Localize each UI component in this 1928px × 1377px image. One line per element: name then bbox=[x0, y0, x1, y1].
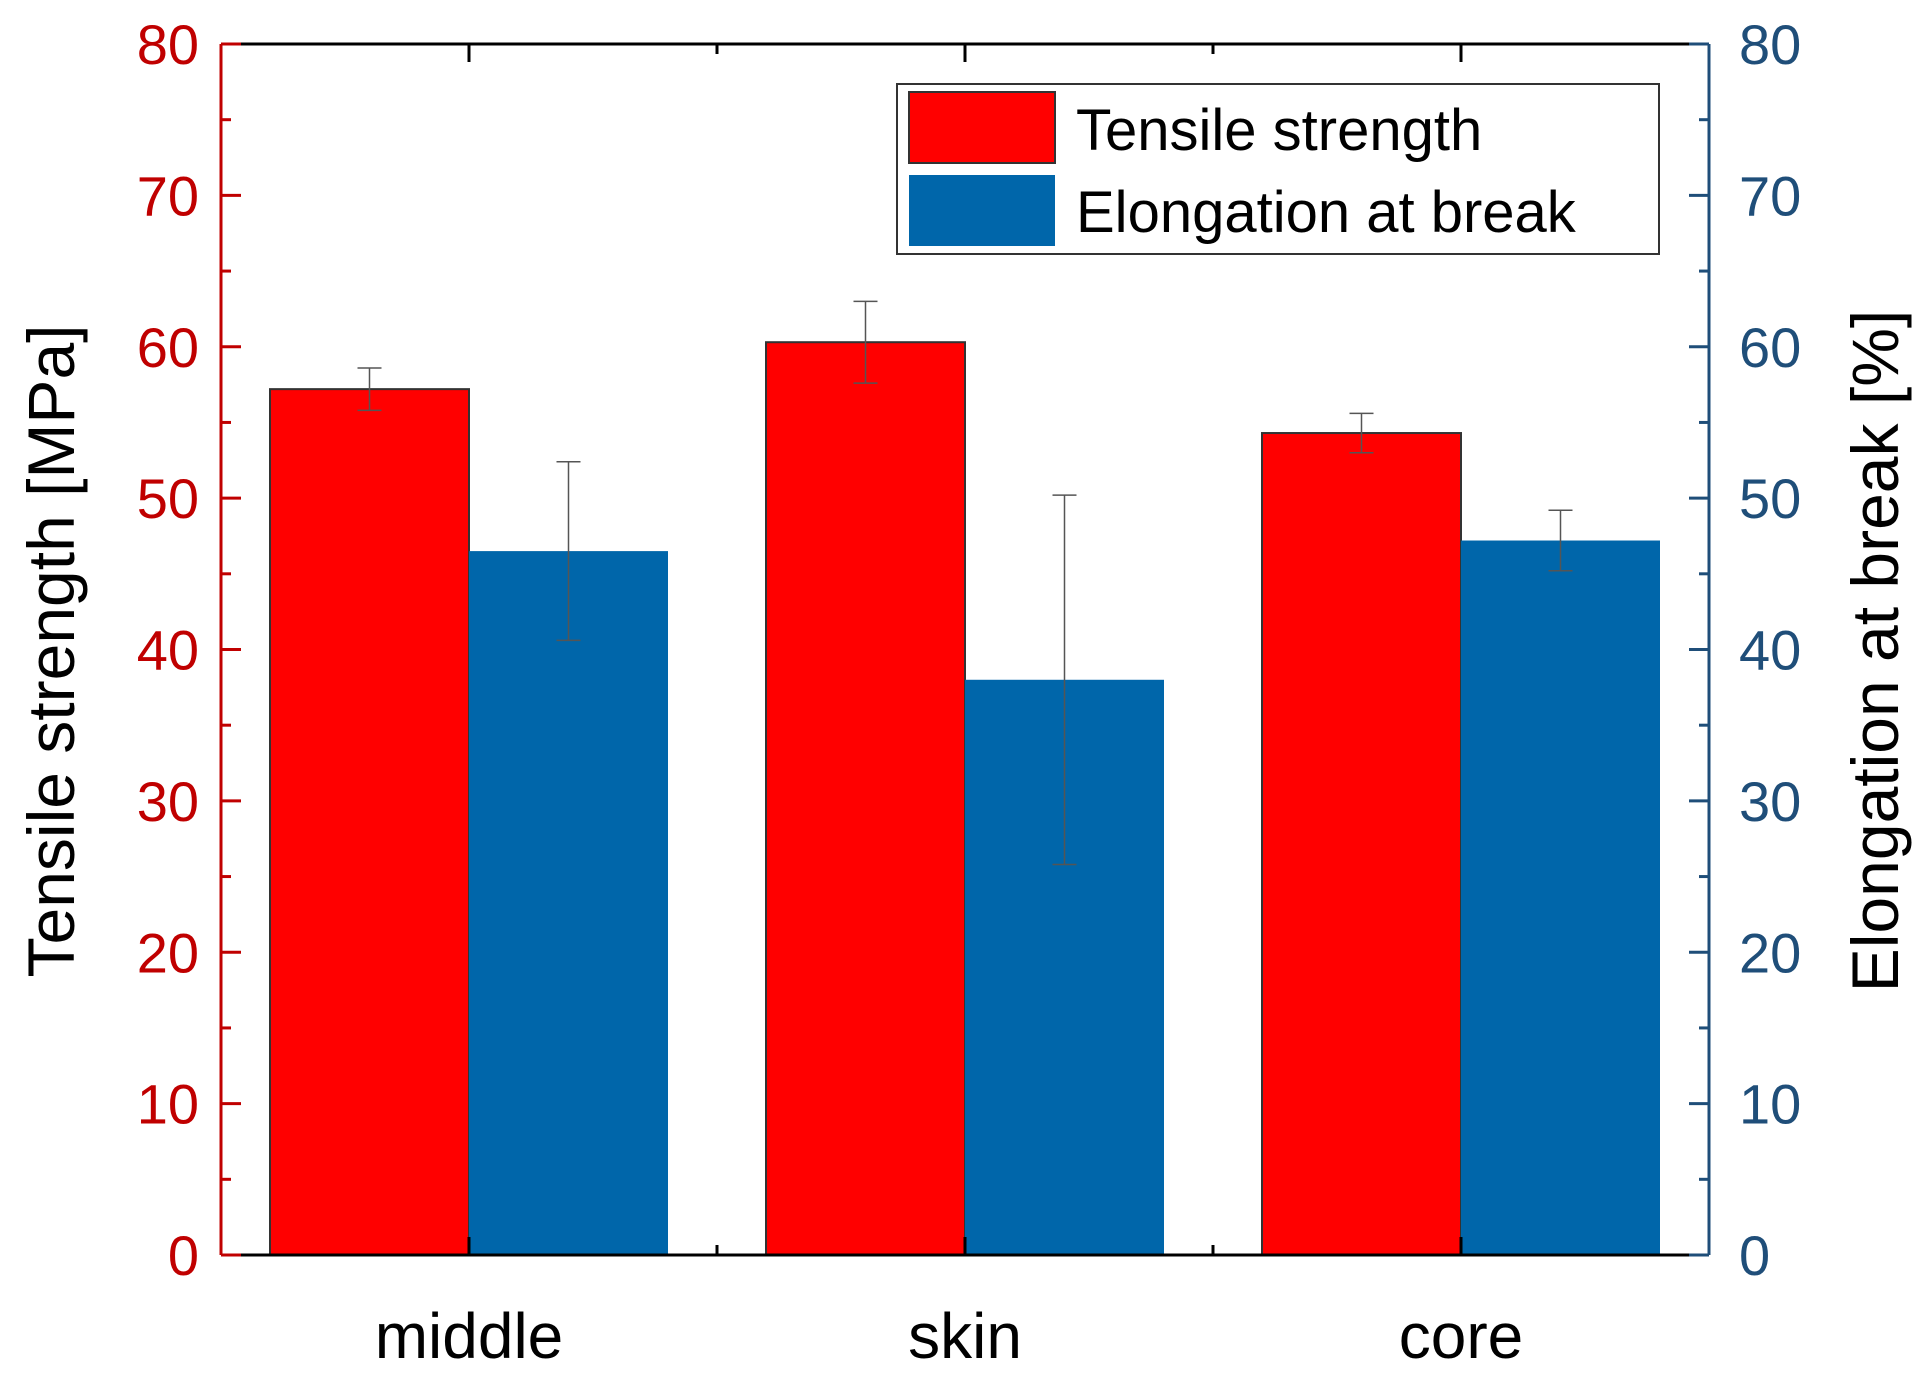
right-tick-label: 60 bbox=[1739, 316, 1801, 379]
legend-swatch-tensile bbox=[908, 91, 1056, 164]
left-tick-label: 80 bbox=[137, 13, 199, 76]
right-axis-title: Elongation at break [%] bbox=[1838, 310, 1912, 992]
right-tick-label: 70 bbox=[1739, 164, 1801, 227]
error-bar-tensile-middle bbox=[357, 367, 382, 412]
legend-label-tensile: Tensile strength bbox=[1076, 98, 1482, 163]
bar-tensile-skin bbox=[765, 341, 966, 1256]
right-tick-label: 30 bbox=[1739, 770, 1801, 833]
right-tick-label: 40 bbox=[1739, 619, 1801, 682]
right-tick-label: 80 bbox=[1739, 13, 1801, 76]
legend: Tensile strength Elongation at break bbox=[896, 83, 1660, 255]
x-category-label-middle: middle bbox=[375, 1300, 564, 1372]
legend-label-elongation: Elongation at break bbox=[1076, 180, 1577, 245]
bar-tensile-middle bbox=[269, 388, 470, 1256]
left-tick-label: 50 bbox=[137, 467, 199, 530]
left-tick-label: 60 bbox=[137, 316, 199, 379]
left-tick-label: 70 bbox=[137, 164, 199, 227]
left-tick-label: 30 bbox=[137, 770, 199, 833]
left-tick-label: 10 bbox=[137, 1073, 199, 1136]
legend-swatch-elongation bbox=[909, 175, 1055, 246]
left-tick-label: 20 bbox=[137, 921, 199, 984]
error-bar-elongation-middle bbox=[556, 461, 581, 642]
bar-elongation-middle bbox=[469, 551, 668, 1255]
error-bar-elongation-skin bbox=[1052, 494, 1077, 866]
error-bar-tensile-core bbox=[1349, 412, 1374, 454]
error-bar-elongation-core bbox=[1548, 509, 1573, 572]
error-bar-tensile-skin bbox=[853, 300, 878, 384]
right-tick-label: 20 bbox=[1739, 921, 1801, 984]
left-axis-title: Tensile strength [MPa] bbox=[14, 325, 88, 978]
error-bars-layer bbox=[357, 300, 1573, 866]
bar-elongation-core bbox=[1461, 540, 1660, 1255]
right-tick-label: 0 bbox=[1739, 1224, 1770, 1287]
x-category-label-skin: skin bbox=[908, 1300, 1022, 1372]
x-category-label-core: core bbox=[1399, 1300, 1524, 1372]
left-tick-label: 40 bbox=[137, 619, 199, 682]
left-tick-label: 0 bbox=[168, 1224, 199, 1287]
right-tick-label: 50 bbox=[1739, 467, 1801, 530]
bar-tensile-core bbox=[1261, 432, 1462, 1256]
bars-layer bbox=[269, 341, 1660, 1256]
right-tick-label: 10 bbox=[1739, 1073, 1801, 1136]
axis-labels: middle skin core 0 10 20 30 40 50 60 70 80 0 10 20 30 40… bbox=[137, 13, 1802, 1372]
axis-ticks bbox=[221, 42, 1709, 1257]
